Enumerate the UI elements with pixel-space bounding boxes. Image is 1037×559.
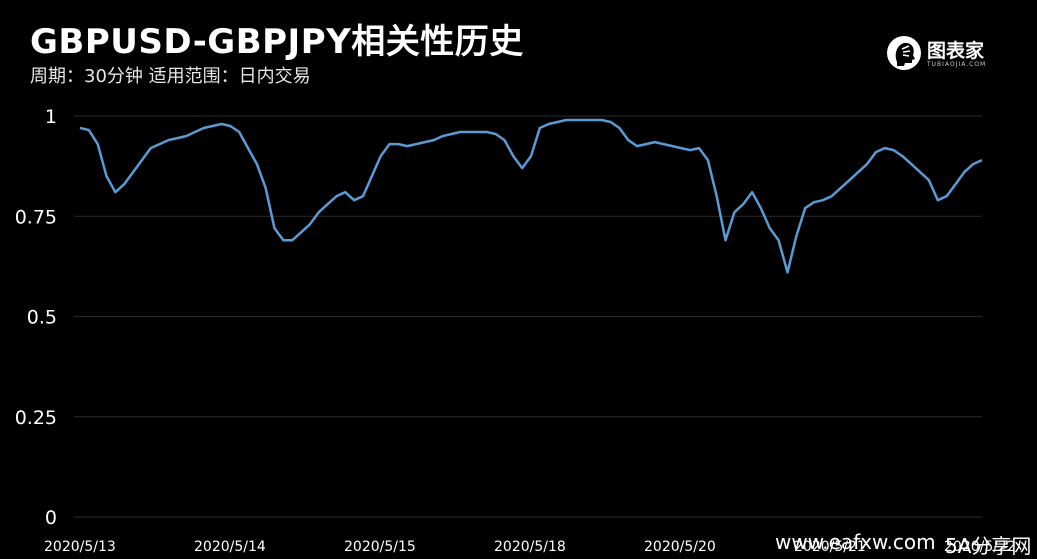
x-tick-label: 2020/5/20 [644, 539, 716, 555]
y-tick-label: 0.5 [27, 307, 57, 329]
y-tick-label: 0 [45, 507, 57, 529]
logo-text: 图表家 [927, 40, 985, 62]
chart-subtitle: 周期：30分钟 适用范围：日内交易 [30, 66, 311, 87]
watermark-url: www.eafxw.com [775, 530, 936, 554]
x-tick-label: 2020/5/18 [494, 539, 566, 555]
x-axis-ticks: 2020/5/13 2020/5/14 2020/5/15 2020/5/18 2020… [44, 539, 1016, 555]
y-tick-label: 0.25 [15, 407, 57, 429]
head-profile-icon [887, 36, 921, 70]
x-tick-label: 2020/5/13 [44, 539, 116, 555]
chart-title: GBPUSD-GBPJPY相关性历史 [30, 22, 524, 62]
logo: 图表家 TUBIAOJIA.COM [885, 34, 1005, 74]
watermark-site: 5A分享网 [945, 534, 1032, 558]
y-tick-label: 1 [45, 106, 57, 128]
logo-subtext: TUBIAOJIA.COM [927, 61, 987, 68]
grid-lines [74, 115, 982, 518]
series-line [79, 118, 983, 274]
x-tick-label: 2020/5/22 [944, 539, 1016, 555]
x-tick-label: 2020/5/21 [794, 539, 866, 555]
x-tick-label: 2020/5/14 [194, 539, 266, 555]
y-tick-label: 0.75 [15, 206, 57, 228]
y-axis-ticks: 0 0.25 0.5 0.75 1 [15, 106, 57, 529]
x-tick-label: 2020/5/15 [344, 539, 416, 555]
